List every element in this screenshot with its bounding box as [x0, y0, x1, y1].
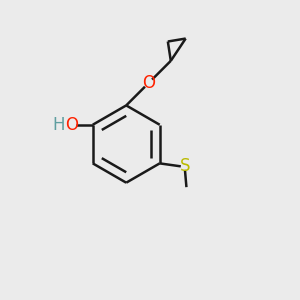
Text: O: O — [65, 116, 79, 134]
Text: H: H — [52, 116, 65, 134]
Text: O: O — [142, 74, 155, 92]
Text: S: S — [180, 157, 190, 175]
